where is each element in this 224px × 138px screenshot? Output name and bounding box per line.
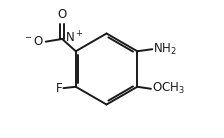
Text: OCH$_3$: OCH$_3$ (152, 81, 185, 96)
Text: $^-$O: $^-$O (23, 35, 44, 48)
Text: NH$_2$: NH$_2$ (153, 42, 177, 57)
Text: F: F (56, 82, 62, 95)
Text: O: O (58, 8, 67, 21)
Text: N$^+$: N$^+$ (65, 31, 84, 46)
